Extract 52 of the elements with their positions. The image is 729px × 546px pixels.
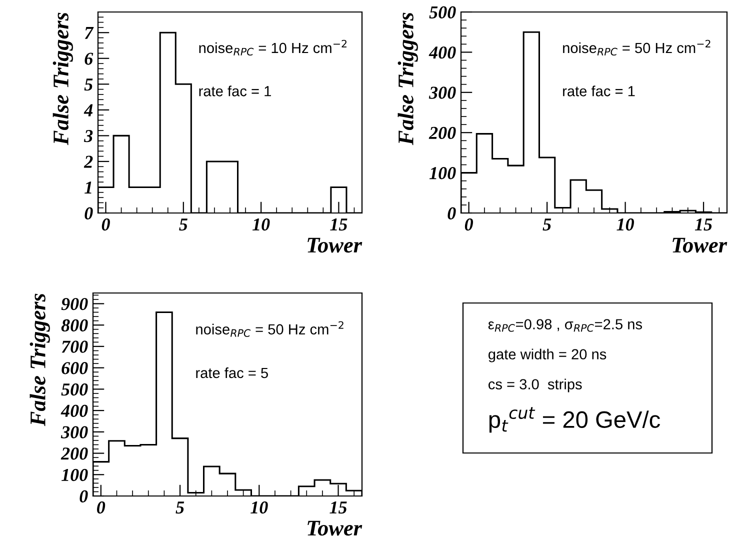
y-axis-title: False Triggers	[52, 12, 73, 146]
y-tick-label: 100	[429, 167, 456, 180]
y-tick-label: 200	[428, 126, 456, 140]
x-tick-label: 15	[330, 218, 348, 231]
x-tick-label: 15	[694, 218, 712, 231]
y-tick-label: 2	[84, 156, 93, 168]
x-axis-title: Tower	[308, 238, 362, 253]
x-tick-label: 5	[542, 218, 552, 231]
y-tick-label: 700	[62, 340, 88, 353]
y-tick-label: 6	[84, 52, 94, 65]
x-tick-label: 10	[252, 218, 270, 231]
annotation: rate fac = 5	[196, 367, 268, 378]
y-tick-label: 900	[61, 298, 88, 310]
annotation: noise$_{RPC}$ = 10 Hz cm$^{−2}$	[199, 40, 346, 56]
y-tick-label: 500	[429, 6, 456, 18]
y-tick-label: 400	[60, 404, 88, 417]
y-tick-label: 600	[62, 362, 88, 374]
x-tick-label: 0	[97, 501, 106, 514]
y-axis-title: False Triggers	[398, 12, 418, 146]
y-tick-label: 1	[84, 182, 92, 194]
x-axis-title: Tower	[308, 520, 362, 536]
x-tick-label: 0	[102, 218, 110, 231]
text: gate width = 20 ns	[488, 348, 606, 362]
x-tick-label: 10	[250, 501, 268, 514]
y-tick-label: 100	[61, 468, 88, 482]
text: cs = 3.0 strips	[488, 378, 582, 392]
text: p$_{t}$$^{cut}$ = 20 GeV/c	[489, 407, 660, 433]
y-tick-label: 300	[60, 426, 88, 438]
annotation: rate fac = 1	[199, 86, 271, 96]
y-tick-label: 3	[84, 130, 93, 142]
y-tick-label: 0	[84, 207, 93, 220]
y-axis-title: False Triggers	[30, 294, 50, 426]
x-tick-label: 5	[179, 218, 188, 231]
x-tick-label: 15	[330, 501, 347, 514]
y-tick-label: 5	[84, 78, 93, 91]
x-tick-label: 10	[616, 218, 634, 231]
y-tick-label: 4	[84, 104, 93, 116]
y-tick-label: 7	[84, 27, 94, 39]
annotation: rate fac = 1	[563, 86, 635, 96]
y-tick-label: 500	[61, 383, 88, 396]
annotation: noise$_{RPC}$ = 50 Hz cm$^{−2}$	[196, 321, 344, 337]
annotation: noise$_{RPC}$ = 50 Hz cm$^{−2}$	[563, 40, 710, 56]
text: ε$_{RPC}$=0.98 , σ$_{RPC}$=2.5 ns	[488, 319, 642, 332]
y-tick-label: 0	[448, 207, 456, 220]
y-tick-label: 400	[428, 46, 456, 59]
x-tick-label: 5	[176, 502, 184, 514]
y-tick-label: 200	[60, 448, 88, 460]
x-tick-label: 0	[464, 218, 474, 231]
x-axis-title: Tower	[672, 238, 728, 253]
y-tick-label: 800	[61, 319, 88, 332]
y-tick-label: 0	[80, 490, 88, 502]
y-tick-label: 300	[428, 86, 456, 99]
